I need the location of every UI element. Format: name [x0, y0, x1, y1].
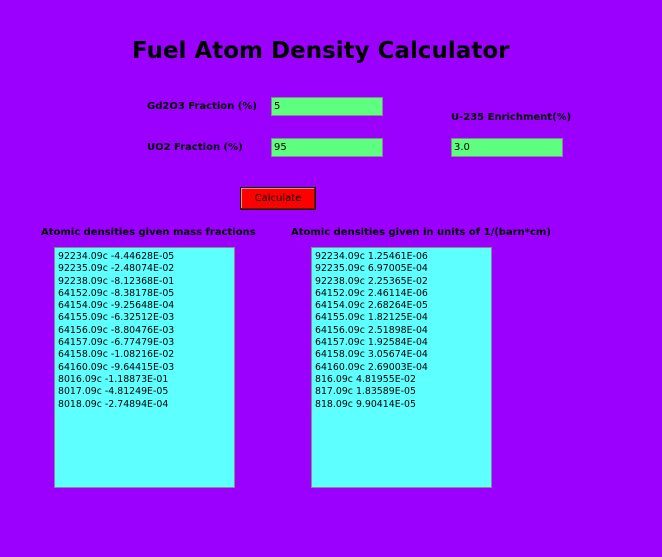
- output-line: 64160.09c 2.69003E-04: [315, 361, 428, 373]
- barn-cm-output[interactable]: 92234.09c 1.25461E-06 92235.09c 6.97005E-…: [311, 247, 492, 488]
- output-line: 8018.09c -2.74894E-04: [58, 398, 169, 410]
- barn-cm-heading: Atomic densities given in units of 1/(ba…: [291, 227, 551, 238]
- output-line: 92238.09c -8.12368E-01: [58, 275, 175, 287]
- output-line: 64154.09c -9.25648E-04: [58, 300, 175, 312]
- page-title: Fuel Atom Density Calculator: [132, 38, 510, 64]
- output-line: 64152.09c 2.46114E-06: [315, 287, 428, 299]
- gd2o3-fraction-input[interactable]: [271, 97, 383, 116]
- uo2-fraction-label: UO2 Fraction (%): [147, 142, 243, 153]
- output-line: 64154.09c 2.68264E-05: [315, 300, 428, 312]
- output-line: 64156.09c -8.80476E-03: [58, 324, 175, 336]
- output-line: 64157.09c 1.92584E-04: [315, 337, 428, 349]
- output-line: 64152.09c -8.38178E-05: [58, 287, 175, 299]
- u235-enrichment-input[interactable]: [451, 138, 563, 157]
- mass-fractions-output[interactable]: 92234.09c -4.44628E-05 92235.09c -2.48074…: [54, 247, 235, 488]
- output-line: 64157.09c -6.77479E-03: [58, 337, 175, 349]
- output-line: 92238.09c 2.25365E-02: [315, 275, 428, 287]
- output-line: 8017.09c -4.81249E-05: [58, 386, 169, 398]
- output-line: 817.09c 1.83589E-05: [315, 386, 416, 398]
- output-line: 92234.09c 1.25461E-06: [315, 251, 428, 262]
- calculate-button[interactable]: Calculate: [240, 187, 316, 210]
- output-line: 64158.09c -1.08216E-02: [58, 349, 175, 361]
- output-line: 64158.09c 3.05674E-04: [315, 349, 428, 361]
- output-line: 8016.09c -1.18873E-01: [58, 373, 169, 385]
- output-line: 64155.09c -6.32512E-03: [58, 312, 175, 324]
- output-line: 818.09c 9.90414E-05: [315, 398, 416, 410]
- output-line: 92235.09c 6.97005E-04: [315, 263, 428, 275]
- output-line: 816.09c 4.81955E-02: [315, 373, 416, 385]
- output-line: 92234.09c -4.44628E-05: [58, 251, 175, 262]
- output-line: 64156.09c 2.51898E-04: [315, 324, 428, 336]
- mass-fractions-heading: Atomic densities given mass fractions: [41, 227, 256, 238]
- uo2-fraction-input[interactable]: [271, 138, 383, 157]
- u235-enrichment-label: U-235 Enrichment(%): [451, 112, 572, 123]
- gd2o3-fraction-label: Gd2O3 Fraction (%): [147, 101, 257, 112]
- output-line: 92235.09c -2.48074E-02: [58, 263, 175, 275]
- output-line: 64160.09c -9.64415E-03: [58, 361, 175, 373]
- output-line: 64155.09c 1.82125E-04: [315, 312, 428, 324]
